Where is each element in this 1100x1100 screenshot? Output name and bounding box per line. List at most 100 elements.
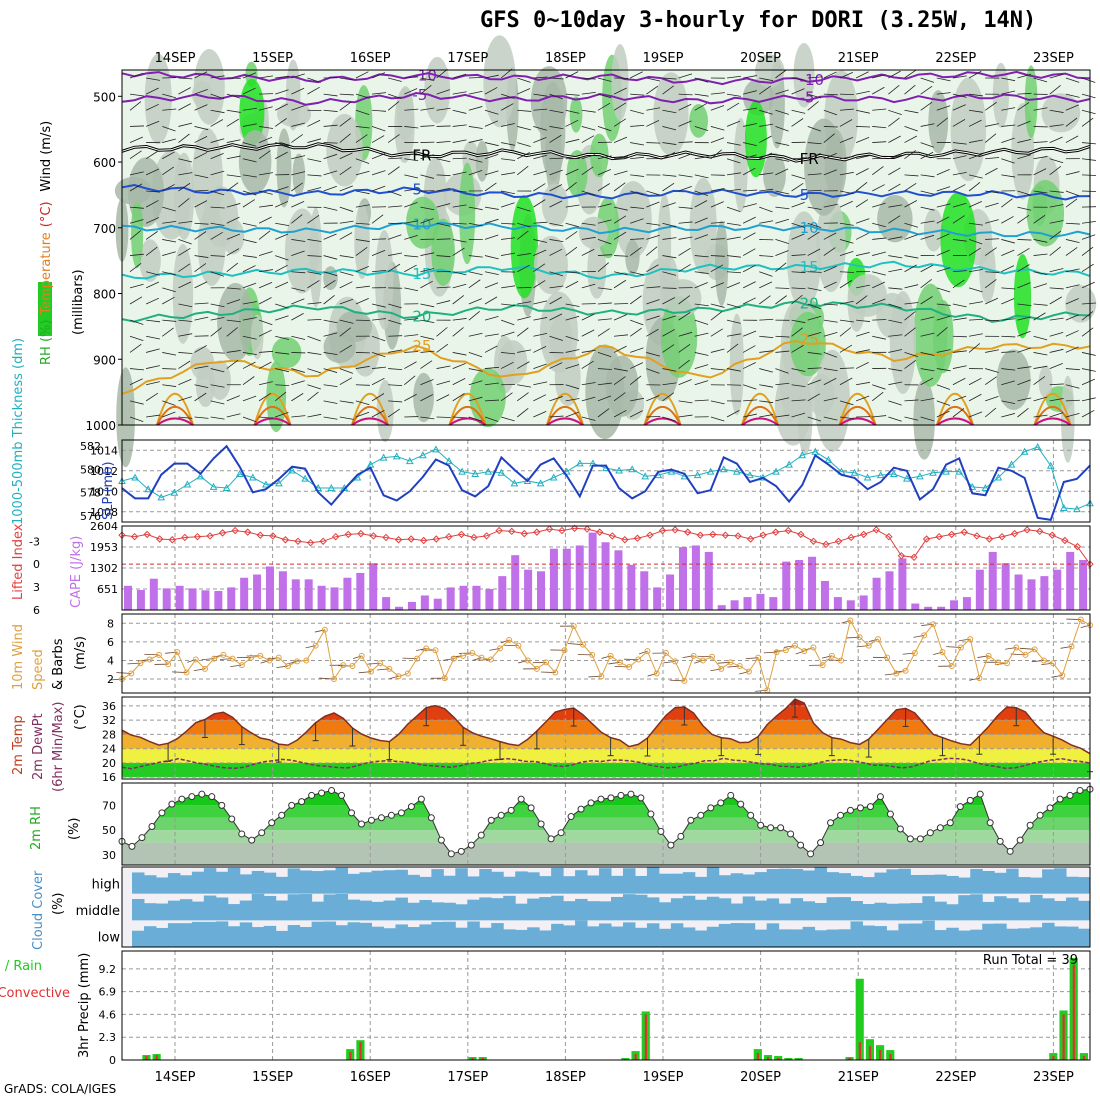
wind-barb: [646, 190, 660, 196]
wind-barb: [501, 142, 515, 146]
wind-speed-point: [487, 656, 494, 663]
wind-barb: [839, 300, 854, 305]
rh-shading-blob: [197, 205, 226, 286]
cloud-cell-high: [886, 869, 899, 894]
cloud-cell-high: [443, 875, 456, 894]
cape-bar: [627, 564, 636, 610]
temp-band: [122, 720, 1090, 735]
wind-barb: [259, 126, 273, 129]
wind-barb: [162, 411, 176, 418]
wind-barb: [129, 72, 144, 79]
precip-convective-bar: [644, 1014, 647, 1060]
wind-barb: [613, 87, 627, 95]
wind-barb: [920, 296, 933, 305]
rh-shading-blob: [1038, 365, 1053, 399]
wind-barb: [468, 271, 483, 276]
wind-barb: [404, 334, 419, 337]
wind-barb: [710, 126, 725, 131]
isotherm-label: FR: [800, 150, 819, 168]
wind-barb: [920, 368, 935, 372]
wind-barb: [985, 202, 999, 208]
rh-shading-blob: [847, 274, 887, 317]
warm-isotherm-arc: [936, 392, 974, 426]
wind-speed-point: [967, 636, 974, 643]
wind-barb: [952, 317, 967, 321]
rh-shading-blob: [271, 336, 302, 369]
rh-point: [178, 795, 186, 803]
wind-barb: [872, 384, 886, 390]
cloud-cell-low: [251, 927, 265, 947]
thickness-point: [916, 472, 924, 480]
li-point: [520, 529, 528, 538]
wind-10m-barb: [314, 629, 325, 633]
rh-shading-blob: [172, 243, 194, 344]
rh-point: [358, 820, 366, 828]
wind-barb: [742, 281, 756, 289]
rh-point: [158, 809, 166, 817]
cloud-cell-high: [479, 868, 492, 894]
wind-barb: [339, 400, 354, 404]
wind-barb: [952, 279, 965, 289]
wind-barb: [484, 296, 498, 305]
wind-barb: [355, 190, 370, 195]
wind-barb: [275, 335, 289, 340]
wind-barb: [759, 318, 774, 321]
wind-barb: [678, 206, 693, 209]
wind-barb: [613, 279, 627, 289]
wind-barb: [291, 155, 306, 160]
rh-point: [198, 790, 206, 798]
wind-barb: [613, 182, 626, 192]
wind-barb: [597, 93, 612, 99]
wind-barb: [710, 255, 725, 257]
wind-barb: [533, 394, 547, 402]
wind-barb: [678, 264, 691, 273]
cloud-cell-low: [922, 920, 935, 947]
wind-barb: [258, 190, 273, 195]
wind-barb: [339, 77, 354, 81]
wind-barb: [1017, 214, 1030, 224]
cloud-cell-low: [898, 923, 911, 947]
cape-bar: [704, 551, 713, 610]
wind-speed-point: [1077, 616, 1084, 623]
temp-ylabel-2: 2m DewPt: [31, 713, 46, 780]
cloud-cell-high: [179, 875, 193, 894]
cloud-cell-high: [467, 876, 480, 894]
wind-barb: [387, 134, 400, 143]
wind-barb: [517, 408, 529, 418]
li-point: [344, 530, 352, 539]
wind-barb: [613, 215, 627, 224]
cloud-cell-low: [874, 926, 887, 947]
wind-barb: [226, 319, 241, 323]
wind-barb: [1081, 409, 1095, 418]
wind-speed-point: [939, 649, 946, 656]
wind-barb: [549, 335, 564, 341]
wind-barb: [1049, 398, 1064, 402]
wind-10m-barb: [416, 647, 427, 651]
wind-speed-point: [238, 662, 245, 669]
wind-barb: [1081, 311, 1094, 321]
wind-barb: [162, 384, 177, 387]
cloud-row-label: high: [92, 877, 120, 892]
wind-barb: [1081, 246, 1094, 256]
wind-barb: [194, 152, 208, 160]
wind-barb: [1049, 204, 1064, 208]
wind-speed-point: [957, 644, 964, 651]
thickness-point: [876, 471, 885, 479]
wind-barb: [952, 155, 967, 160]
wind-barb: [1049, 230, 1062, 240]
wind-barb: [178, 333, 193, 337]
wind-barb: [452, 239, 467, 243]
li-point: [1010, 529, 1019, 538]
rh-point: [856, 804, 864, 812]
warm-isotherm-arc: [643, 406, 682, 426]
wind-barb: [549, 362, 563, 369]
wind-speed-point: [155, 651, 162, 658]
rh-shading-blob: [394, 87, 415, 164]
wind-barb: [823, 247, 836, 256]
wind-barb: [646, 246, 658, 256]
wind-barb: [662, 368, 677, 372]
wind-barb: [323, 185, 337, 192]
wind-barb: [968, 343, 981, 353]
cloud-cell-low: [323, 921, 337, 947]
wind-barb: [968, 70, 982, 79]
